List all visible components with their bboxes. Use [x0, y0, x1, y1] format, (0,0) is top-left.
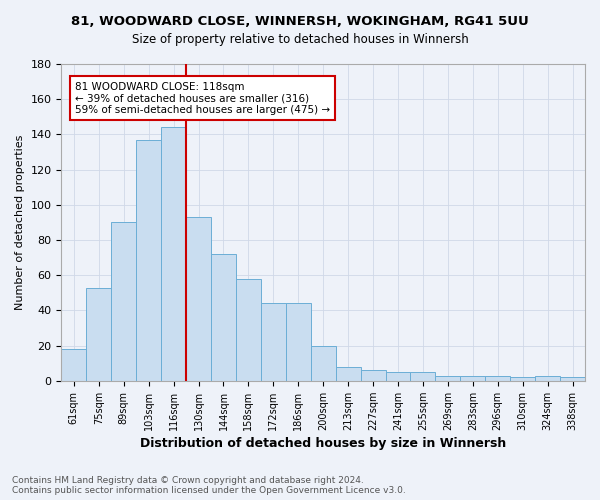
Bar: [186, 217, 211, 381]
Bar: [311, 346, 335, 381]
Bar: [560, 378, 585, 381]
Y-axis label: Number of detached properties: Number of detached properties: [15, 134, 25, 310]
Bar: [261, 304, 286, 381]
Bar: [410, 372, 436, 381]
Bar: [136, 140, 161, 381]
Bar: [460, 376, 485, 381]
Text: 81 WOODWARD CLOSE: 118sqm
← 39% of detached houses are smaller (316)
59% of semi: 81 WOODWARD CLOSE: 118sqm ← 39% of detac…: [75, 82, 330, 115]
Text: Size of property relative to detached houses in Winnersh: Size of property relative to detached ho…: [131, 32, 469, 46]
Bar: [535, 376, 560, 381]
Text: 81, WOODWARD CLOSE, WINNERSH, WOKINGHAM, RG41 5UU: 81, WOODWARD CLOSE, WINNERSH, WOKINGHAM,…: [71, 15, 529, 28]
Bar: [61, 349, 86, 381]
Bar: [161, 128, 186, 381]
Bar: [361, 370, 386, 381]
Bar: [485, 376, 510, 381]
Bar: [111, 222, 136, 381]
Bar: [510, 378, 535, 381]
X-axis label: Distribution of detached houses by size in Winnersh: Distribution of detached houses by size …: [140, 437, 506, 450]
Text: Contains HM Land Registry data © Crown copyright and database right 2024.
Contai: Contains HM Land Registry data © Crown c…: [12, 476, 406, 495]
Bar: [86, 288, 111, 381]
Bar: [436, 376, 460, 381]
Bar: [211, 254, 236, 381]
Bar: [286, 304, 311, 381]
Bar: [236, 278, 261, 381]
Bar: [386, 372, 410, 381]
Bar: [335, 367, 361, 381]
